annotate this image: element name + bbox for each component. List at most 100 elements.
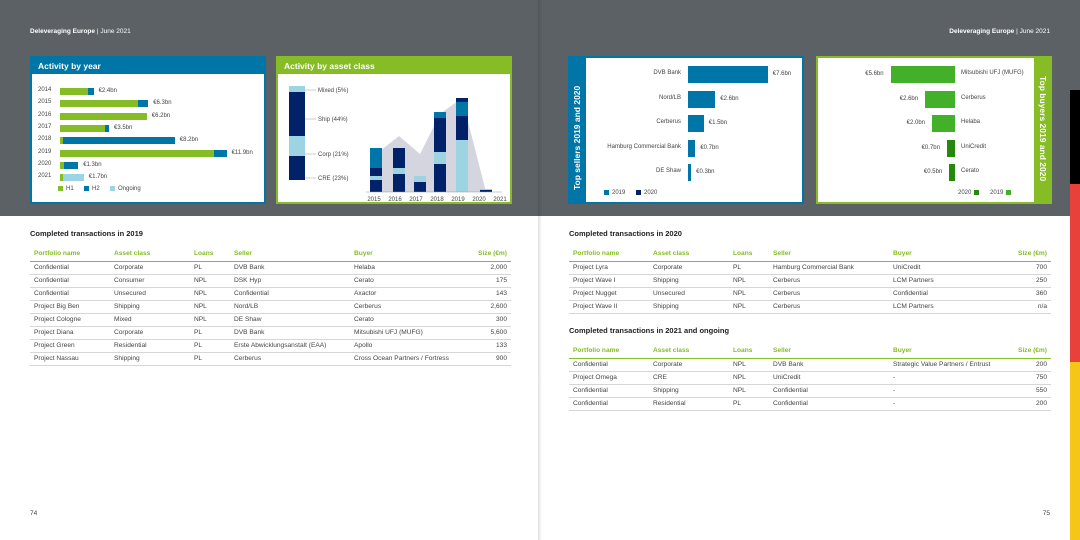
buyer-value-label: €5.6bn [865,71,884,77]
header-date-right: June 2021 [1019,28,1050,35]
bar-h2 [214,149,227,157]
table-cell: UniCredit [769,371,889,385]
table-cell: NPL [729,371,769,385]
header-left: Deleveraging Europe | June 2021 [30,28,131,35]
activity-by-asset-title: Activity by asset class [278,58,510,74]
column-header: Asset class [110,246,190,262]
column-header: Size (€m) [1005,343,1051,359]
bar-h1 [60,124,105,132]
seller-value-label: €0.3bn [696,169,715,175]
table-cell: Project Big Ben [30,300,110,314]
table-cell: Shipping [649,300,729,314]
legend-label: 2019 [612,190,626,197]
header-title-right: Deleveraging Europe [949,28,1015,35]
buyer-name: Mitsubishi UFJ (MUFG) [961,70,1024,76]
table-cell: 700 [1005,261,1051,275]
header-title: Deleveraging Europe [30,28,96,35]
top-buyers-title: Top buyers 2019 and 2020 [1038,76,1048,182]
table-cell: Corporate [649,261,729,275]
asset-column-segment [370,180,382,192]
year-label: 2018 [38,136,52,143]
table-cell: PL [190,261,230,275]
tx2019-title: Completed transactions in 2019 [30,229,143,238]
column-header: Asset class [649,343,729,359]
table-row: Confidential Corporate PL DVB Bank Helaba 2,0… [30,261,511,275]
activity-by-year-panel: Activity by year 2014 €2.4bn 2015 €6.3bn 201… [30,56,266,204]
table-cell: Cross Ocean Partners / Fortress [350,352,465,366]
page-gutter [538,0,542,540]
buyer-bar [949,164,955,181]
table-cell: Cerato [350,274,465,288]
asset-legend-segment [289,136,305,156]
table-row: Project Lyra Corporate PL Hamburg Commercia… [569,261,1051,275]
buyer-value-label: €2.6bn [899,95,919,102]
table-cell: Mixed [110,313,190,327]
table-cell: Strategic Value Partners / Entrust [889,358,1005,372]
tx2020-table: Portfolio name Asset class Loans Seller Buye… [569,246,1051,314]
year-value-label: €8.2bn [179,137,199,144]
column-header: Portfolio name [30,246,110,262]
asset-legend-segment [289,92,305,136]
table-cell: Confidential [889,287,1005,301]
asset-year-label: 2020 [472,197,486,202]
year-label: 2014 [38,87,52,93]
legend-item: H2 [84,186,100,192]
top-sellers-title: Top sellers 2019 and 2020 [572,85,582,190]
table-cell: Shipping [110,300,190,314]
asset-column-segment [480,190,492,192]
column-header: Buyer [889,343,1005,359]
asset-column-segment [414,182,426,192]
table-cell: NPL [190,287,230,301]
legend-label: 2020 [644,190,658,197]
page-number-right: 75 [1042,510,1050,517]
asset-column-segment [393,168,405,174]
asset-column-segment [456,116,468,140]
table-cell: Helaba [350,261,465,275]
table-cell: Cerberus [769,300,889,314]
table-cell: Corporate [649,358,729,372]
asset-column-segment [393,148,405,168]
asset-column-segment [480,189,492,190]
year-value-label: €1.3bn [83,161,102,168]
table-cell: Erste Abwicklungsanstalt (EAA) [230,339,350,353]
table-cell: PL [190,326,230,340]
table-cell: UniCredit [889,261,1005,275]
legend-swatch [604,190,609,195]
table-cell: DVB Bank [769,358,889,372]
table-row: Project Nugget Unsecured NPL Cerberus Confid… [569,287,1051,301]
table-cell: Mitsubishi UFJ (MUFG) [350,326,465,340]
year-label: 2021 [38,173,52,180]
table-cell: 200 [1005,397,1051,411]
page-number-left: 74 [30,510,38,517]
table-cell: 550 [1005,384,1051,398]
asset-legend-label: Ship (44%) [318,117,348,123]
year-value-label: €6.2bn [151,112,171,119]
table-cell: LCM Partners [889,274,1005,288]
seller-legend-item: 2020 [636,190,657,196]
table-cell: 175 [465,274,511,288]
legend-swatch [110,186,115,191]
table-row: Project Omega CRE NPL UniCredit -750 [569,371,1051,385]
table-cell: CRE [649,371,729,385]
buyer-value-label: €0.5bn [923,169,943,175]
buyer-value-label: €2.0bn [906,120,925,126]
legend-swatch [84,186,89,191]
seller-name: DVB Bank [653,70,681,76]
asset-year-label: 2021 [493,197,507,202]
table-cell: Unsecured [110,287,190,301]
year-value-label: €3.5bn [114,124,133,131]
table-cell: Unsecured [649,287,729,301]
column-header: Loans [729,246,769,262]
table-header-row: Portfolio name Asset class Loans Seller Buye… [569,343,1051,359]
asset-column-segment [370,176,382,180]
asset-column-segment [456,102,468,116]
legend-swatch [58,186,63,191]
asset-year-label: 2016 [388,197,402,202]
seller-legend-item: 2019 [604,190,625,196]
buyer-bar [890,66,955,83]
table-cell: PL [190,352,230,366]
table-cell: 5,600 [465,326,511,340]
asset-legend-label: Corp (21%) [318,152,349,158]
table-cell: - [889,397,1005,411]
table-row: Confidential Shipping NPL Confidential -550 [569,384,1051,398]
